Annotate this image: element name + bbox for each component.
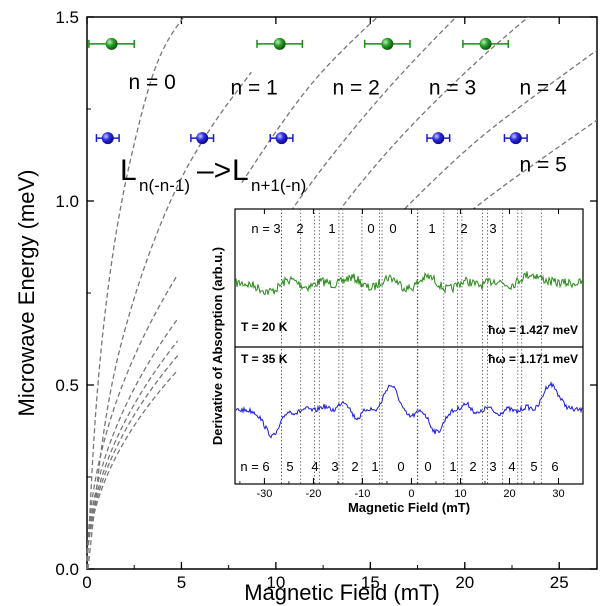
data-point-blue [503,132,528,145]
marker [479,37,492,50]
transition-sub2: n+1(-n) [251,176,306,195]
inset-n-label-bottom: 2 [469,459,476,474]
inset-resonance-lines [281,209,542,484]
model-curve-low [86,355,179,570]
main-x-axis-label: Magnetic Field (mT) [244,580,440,605]
n-label: n = 5 [520,154,567,177]
inset-n-label-top: 0 [389,221,396,236]
model-curve [299,17,530,264]
inset-n-label-top: 3 [489,221,496,236]
marker [275,132,288,145]
main-y-ticks: 0.0 0.5 1.0 1.5 [55,8,597,579]
main-x-tick-label: 25 [550,573,569,592]
inset-n-label-bottom: 2 [351,459,358,474]
main-x-tick-label: 5 [177,573,186,592]
n-label: n = 2 [333,76,380,99]
n-label: n = 3 [429,76,476,99]
marker [196,132,209,145]
inset-n-label-bottom: 1 [449,459,456,474]
data-point-blue [95,132,120,145]
main-axes: 0 5 10 15 20 25 0.00.51.01.5 Magnetic Field (… [14,8,598,605]
n-label: n = 1 [231,76,278,99]
inset-x-tick-label: -30 [256,488,272,500]
inset-n-label-bottom: 4 [311,459,318,474]
marker [381,37,394,50]
inset-n-label-top: n = 3 [251,221,280,236]
inset-trace-blue [235,380,583,439]
data-point-green [363,37,411,50]
marker [509,132,522,145]
inset-n-label-top: 2 [296,221,303,236]
inset-n-label-bottom: 5 [286,459,293,474]
transition-L2: L [232,154,249,187]
transition-arrow: –> [197,154,231,187]
inset-n-label-bottom: 3 [489,459,496,474]
marker [101,132,114,145]
n-label: n = 4 [520,76,568,99]
main-y-tick-label: 0.5 [55,376,79,395]
inset-x-tick-label: 0 [408,488,414,500]
inset-n-label-bottom: 0 [397,459,404,474]
inset-n-label-bottom: n = 6 [240,459,269,474]
main-y-tick-label: 1.0 [55,192,79,211]
model-curve [352,119,597,331]
marker [105,37,118,50]
marker [432,132,445,145]
inset-n-label-bottom: 3 [331,459,338,474]
transition-label: L n(-n-1) –> L n+1(-n) [120,154,306,195]
n-labels: n = 0 n = 1 n = 2 n = 3 n = 4 n = 5 [129,71,568,177]
inset-trace-green [235,271,583,296]
data-point-green [256,37,304,50]
model-curve-low [86,274,179,570]
main-y-tick-label: 0.0 [55,560,79,579]
main-x-tick-label: 15 [361,573,380,592]
inset-n-label-bottom: 6 [551,459,558,474]
data-point-green [462,37,509,50]
inset-temp-top: T = 20 K [241,320,288,334]
inset-x-tick-label: -10 [354,488,370,500]
model-curve [271,17,457,239]
inset-y-axis-label: Derivative of Absorption (arb.u.) [210,247,225,445]
inset-n-label-bottom: 0 [424,459,431,474]
inset-x-tick-label: -20 [305,488,321,500]
inset-n-label-bottom: 5 [530,459,537,474]
inset-n-label-bottom: 4 [508,459,515,474]
model-curve [87,71,252,569]
inset-x-axis-label: Magnetic Field (mT) [348,500,470,515]
data-point-blue [190,132,215,145]
data-point-blue [269,132,294,145]
main-y-axis-label: Microwave Energy (meV) [14,170,39,417]
inset-energy-top: ħω = 1.427 meV [488,323,578,337]
model-curve-low [86,318,179,570]
inset-x-ticks: -30 -20 -10 0 10 20 30 [239,209,584,500]
transition-L1: L [120,154,137,187]
inset-n-label-top: 1 [328,221,335,236]
main-y-tick-label: 1.5 [55,8,79,27]
n-label: n = 0 [129,71,176,94]
inset-n-label-top: 1 [428,221,435,236]
transition-sub1: n(-n-1) [139,176,190,195]
inset-x-tick-label: 20 [503,488,515,500]
model-curve-low [86,369,179,570]
model-curve [87,17,185,569]
inset-temp-bottom: T = 35 K [241,352,288,366]
data-point-blue [426,132,451,145]
inset-n-label-top: 2 [460,221,467,236]
data-markers [88,37,528,145]
inset-n-label-bottom: 1 [371,459,378,474]
inset-x-tick-label: 10 [454,488,466,500]
main-x-tick-label: 0 [82,573,91,592]
main-x-tick-label: 10 [266,573,285,592]
inset-traces [235,271,583,439]
main-x-tick-label: 20 [455,573,474,592]
data-point-green [88,37,135,50]
inset-x-tick-label: 30 [552,488,564,500]
inset-energy-bottom: ħω = 1.171 meV [488,352,578,366]
inset-n-label-top: 0 [367,221,374,236]
marker [273,37,286,50]
